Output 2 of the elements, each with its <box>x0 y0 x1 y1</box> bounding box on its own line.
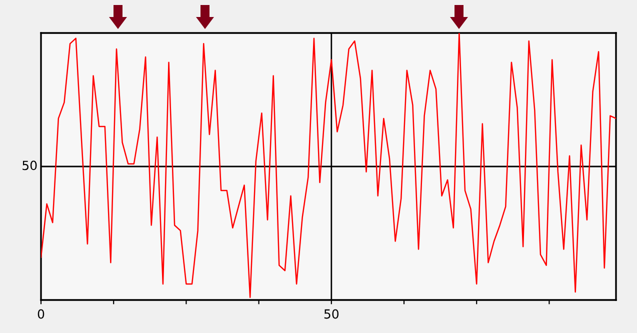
x-tick-label: 0 <box>38 309 44 319</box>
ref-line-label: 50 <box>22 160 37 170</box>
